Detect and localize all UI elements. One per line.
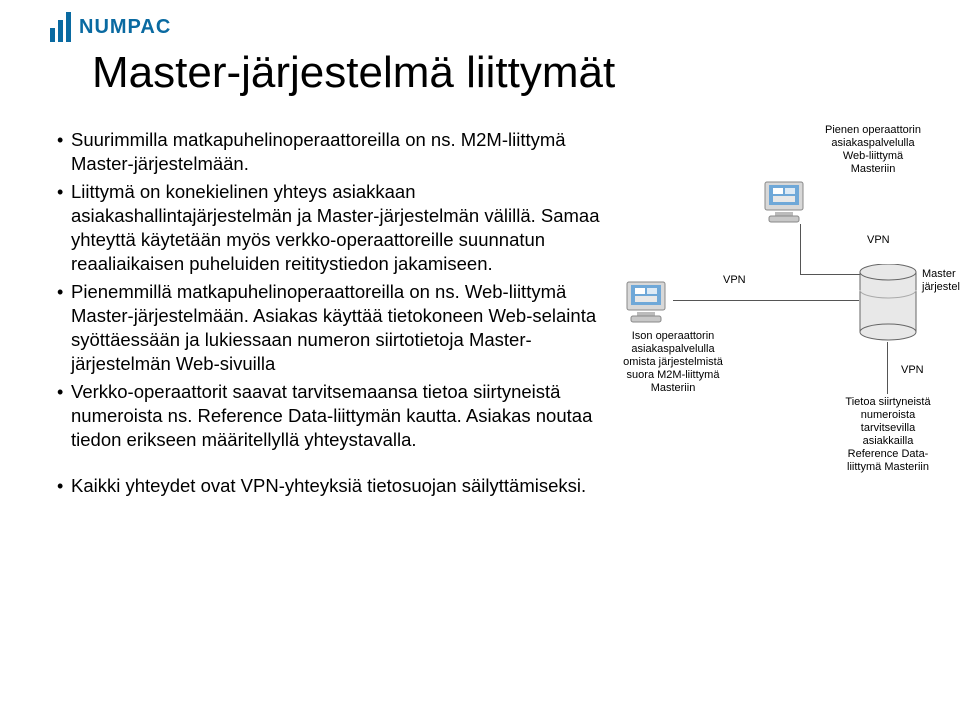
bullet-text: Liittymä on konekielinen yhteys asiakkaa…	[71, 180, 620, 276]
list-item: • Liittymä on konekielinen yhteys asiakk…	[55, 180, 620, 276]
logo-text: NUMPAC	[79, 16, 171, 39]
list-item: • Pienemmillä matkapuhelinoperaattoreill…	[55, 280, 620, 376]
bullet-icon: •	[55, 380, 71, 404]
bullet-icon: •	[55, 280, 71, 304]
list-item: • Suurimmilla matkapuhelinoperaattoreill…	[55, 128, 620, 176]
caption-bottom: Tietoa siirtyneistänumeroistatarvitsevil…	[829, 396, 947, 474]
connector-line	[673, 300, 859, 301]
logo: NUMPAC	[50, 12, 171, 42]
computer-icon	[625, 280, 673, 324]
connector-line	[800, 274, 862, 275]
bullet-text: Pienemmillä matkapuhelinoperaattoreilla …	[71, 280, 620, 376]
caption-left: Ison operaattorinasiakaspalvelullaomista…	[613, 330, 733, 395]
caption-top: Pienen operaattorinasiakaspalvelullaWeb-…	[813, 124, 933, 176]
vpn-label: VPN	[867, 234, 890, 246]
bullet-text: Verkko-operaattorit saavat tarvitsemaans…	[71, 380, 620, 452]
bullet-text: Suurimmilla matkapuhelinoperaattoreilla …	[71, 128, 620, 176]
computer-icon	[763, 180, 811, 224]
vpn-label: VPN	[723, 274, 746, 286]
bullet-icon: •	[55, 180, 71, 204]
caption-master: Masterjärjestelmä	[922, 268, 960, 294]
connector-line	[887, 342, 888, 394]
page-title: Master-järjestelmä liittymät	[92, 48, 615, 98]
list-item: • Verkko-operaattorit saavat tarvitsemaa…	[55, 380, 620, 452]
bullet-icon: •	[55, 128, 71, 152]
vpn-label: VPN	[901, 364, 924, 376]
list-item: • Kaikki yhteydet ovat VPN-yhteyksiä tie…	[55, 474, 620, 498]
bullet-icon: •	[55, 474, 71, 498]
bullet-list: • Suurimmilla matkapuhelinoperaattoreill…	[55, 128, 620, 502]
database-icon	[857, 264, 919, 342]
diagram: Pienen operaattorinasiakaspalvelullaWeb-…	[625, 130, 945, 560]
connector-line	[800, 224, 801, 274]
bullet-text: Kaikki yhteydet ovat VPN-yhteyksiä tieto…	[71, 474, 586, 498]
logo-bars-icon	[50, 12, 71, 42]
